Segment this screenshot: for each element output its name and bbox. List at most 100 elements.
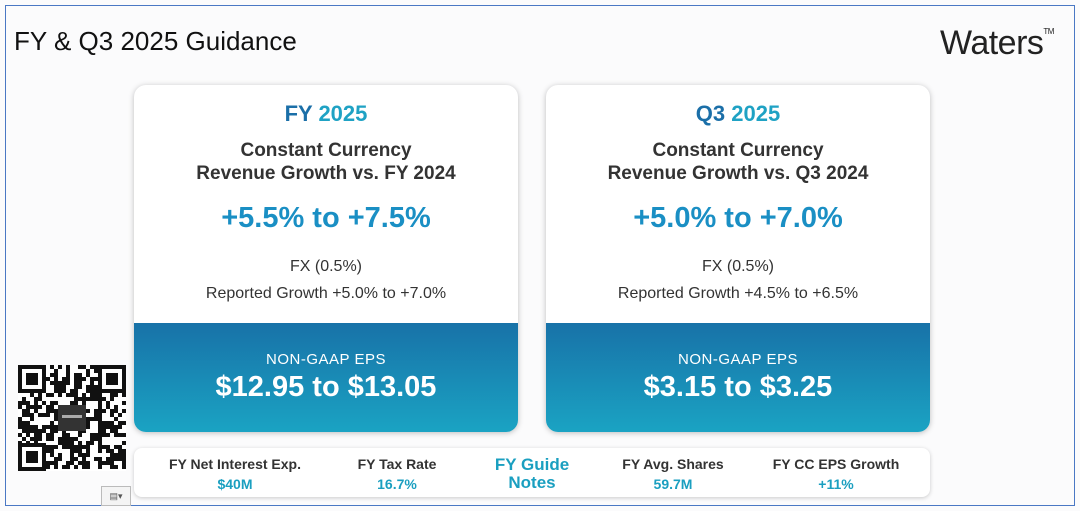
qr-module [54,385,58,389]
qr-module [98,401,102,405]
qr-module [98,393,102,397]
qr-module [26,451,38,463]
qr-module [70,461,74,465]
qr-module [94,457,98,461]
qr-module [50,421,54,425]
qr-module [78,381,82,385]
qr-module [46,425,50,429]
qr-module [30,393,34,397]
qr-module [106,425,110,429]
qr-module [50,425,54,429]
qr-module [102,461,106,465]
qr-module [34,397,38,401]
qr-module [90,397,94,401]
fx-note: FX (0.5%) [701,258,774,275]
qr-module [50,393,54,397]
qr-module [22,401,26,405]
qr-module [98,437,102,441]
qr-module [70,441,74,445]
qr-module [66,373,70,377]
qr-module [54,425,58,429]
qr-module [70,389,74,393]
qr-module [118,413,122,417]
logo-mark: TM [1043,27,1054,36]
qr-module [106,461,110,465]
qr-module [66,433,70,437]
qr-module [106,401,110,405]
qr-module [102,429,106,433]
period-year: 2025 [731,101,781,126]
qr-module [94,397,98,401]
qr-module [50,429,54,433]
qr-module [26,433,30,437]
qr-module [58,457,62,461]
notes-bar: FY Net Interest Exp. $40M FY Tax Rate 16.7… [134,448,930,497]
qr-module [38,413,42,417]
qr-module [110,465,114,469]
qr-module [54,377,58,381]
qr-module [82,377,86,381]
qr-module [22,429,26,433]
qr-module [94,377,98,381]
qr-module [102,433,106,437]
qr-module [38,429,42,433]
qr-module [94,417,98,421]
qr-module [62,389,66,393]
qr-module [54,465,58,469]
growth-range: +5.0% to +7.0% [633,202,843,234]
qr-module [90,389,94,393]
qr-module [22,421,26,425]
qr-module [82,453,86,457]
qr-module [94,389,98,393]
eps-panel: NON-GAAP EPS $3.15 to $3.25 [546,323,930,432]
paste-options[interactable]: ▤▾ [101,486,131,506]
qr-module [94,433,98,437]
qr-module [38,393,42,397]
qr-module [118,453,122,457]
qr-module [90,417,94,421]
qr-module [114,409,118,413]
qr-module [78,373,82,377]
qr-module [118,421,122,425]
qr-module [110,397,114,401]
qr-module [50,449,54,453]
qr-module [86,449,90,453]
qr-module [50,401,54,405]
qr-module [34,437,38,441]
note-label: FY Tax Rate [357,456,437,472]
qr-module [94,385,98,389]
qr-module [98,461,102,465]
qr-module [114,453,118,457]
qr-module [22,425,26,429]
qr-module [46,465,50,469]
qr-module [30,429,34,433]
qr-module [122,461,126,465]
qr-module [18,433,22,437]
note-item: FY Avg. Shares 59.7M [593,456,753,492]
qr-module [102,425,106,429]
qr-module [90,441,94,445]
qr-module [42,425,46,429]
qr-module [86,465,90,469]
qr-module [66,465,70,469]
qr-module [82,461,86,465]
qr-module [106,449,110,453]
qr-module [18,421,22,425]
qr-module [62,377,66,381]
qr-module [122,465,126,469]
reported-growth: Reported Growth +4.5% to +6.5% [617,285,859,302]
qr-module [26,373,38,385]
qr-module [26,401,30,405]
qr-module [58,389,62,393]
qr-module [54,445,58,449]
qr-module [66,369,70,373]
qr-module [62,445,66,449]
qr-module [86,441,90,445]
qr-module [62,415,82,418]
qr-module [110,413,114,417]
eps-panel: NON-GAAP EPS $12.95 to $13.05 [134,323,518,432]
card-heading: Q3 2025 [546,101,930,127]
qr-module [86,397,90,401]
note-label: FY Avg. Shares [622,456,724,472]
qr-module [70,437,74,441]
